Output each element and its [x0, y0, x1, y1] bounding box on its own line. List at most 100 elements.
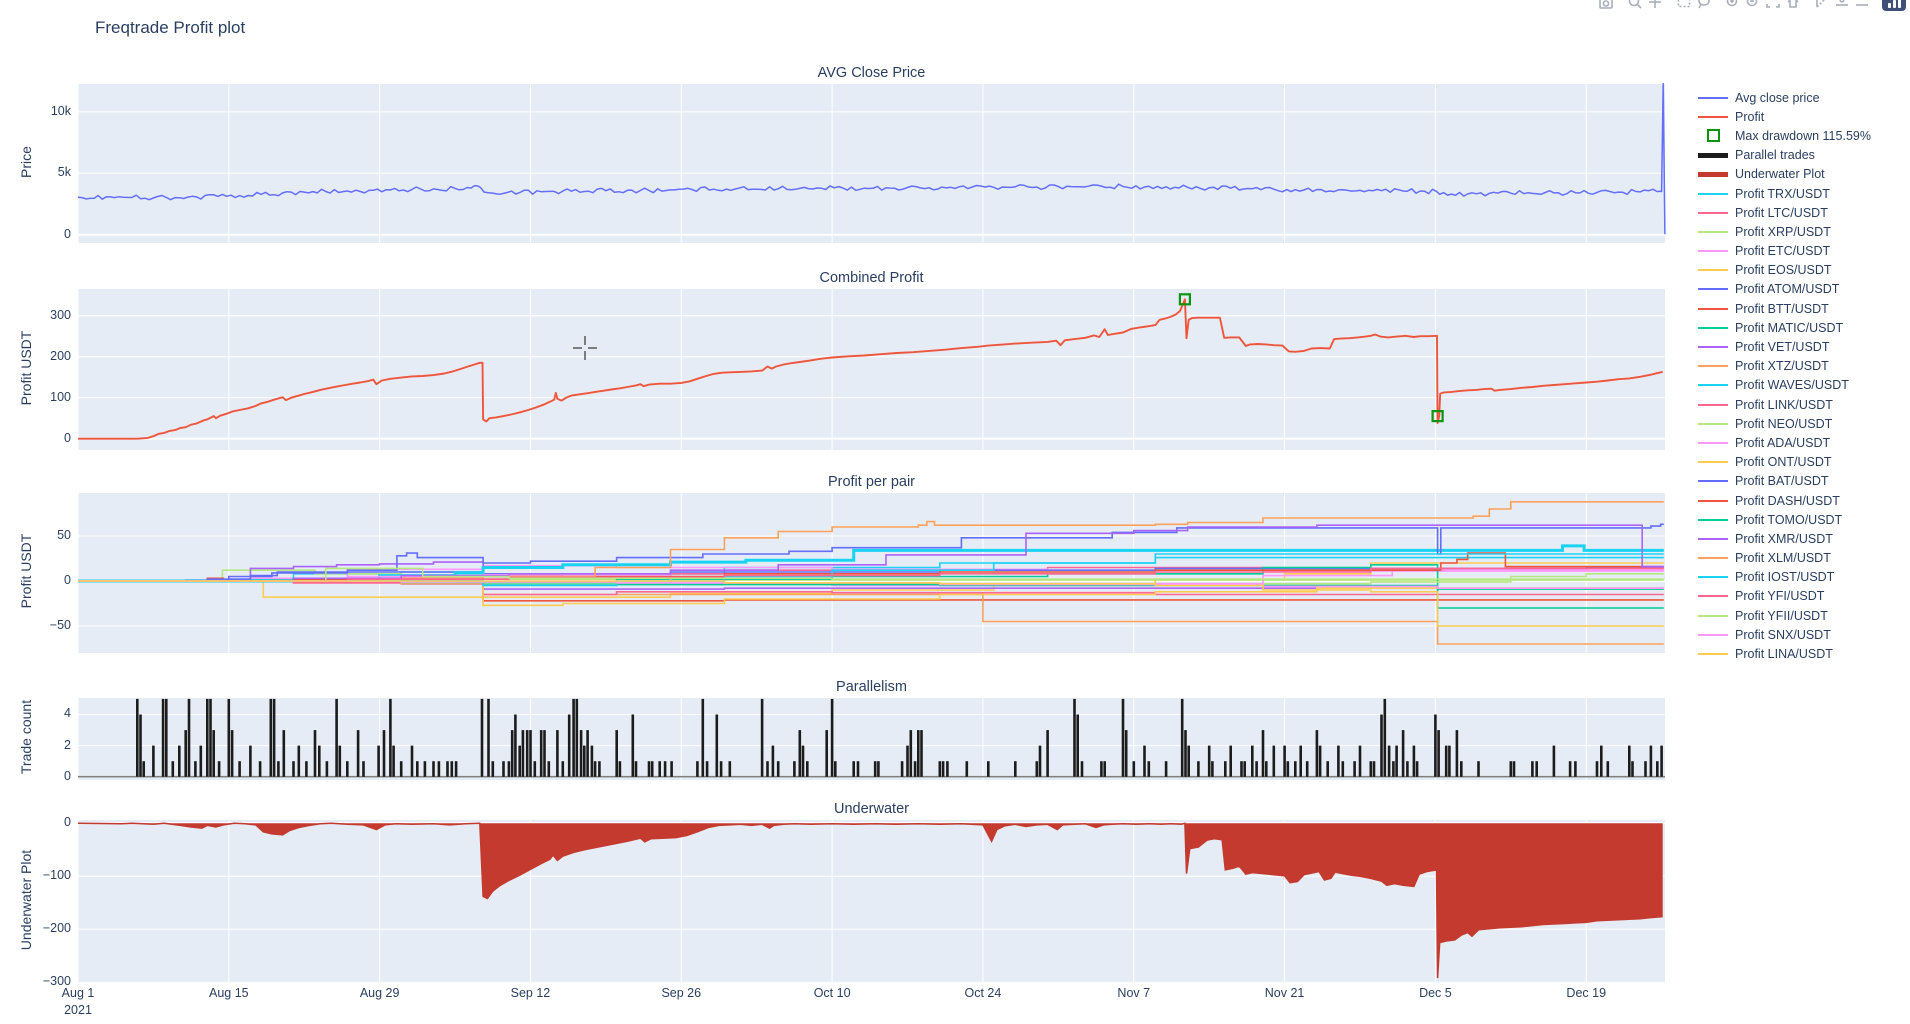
x-tick-label: Oct 24: [964, 986, 1002, 1000]
avg_close_price-plot-area[interactable]: [78, 84, 1665, 243]
legend-item-profit-tomo-usdt[interactable]: Profit TOMO/USDT: [1698, 510, 1908, 529]
legend-item-label: Profit LTC/USDT: [1735, 205, 1828, 220]
legend-line-icon: [1698, 499, 1728, 502]
parallelism-ytick: 0: [64, 768, 71, 783]
legend-line-icon: [1698, 557, 1728, 560]
avg_close_price-canvas[interactable]: [77, 82, 1666, 243]
toggle-spikelines-icon[interactable]: [1812, 0, 1832, 12]
parallelism-ytick: 2: [64, 737, 71, 752]
legend-item-label: Profit EOS/USDT: [1735, 263, 1832, 278]
legend-item-profit-ada-usdt[interactable]: Profit ADA/USDT: [1698, 433, 1908, 452]
legend-item-label: Profit VET/USDT: [1735, 340, 1830, 355]
legend-line-icon: [1698, 422, 1728, 425]
legend-item-profit-yfi-usdt[interactable]: Profit YFI/USDT: [1698, 587, 1908, 606]
legend-item-profit-bat-usdt[interactable]: Profit BAT/USDT: [1698, 472, 1908, 491]
plotly-modebar: [1587, 0, 1906, 13]
legend-line-icon: [1698, 230, 1728, 233]
legend-item-profit-matic-usdt[interactable]: Profit MATIC/USDT: [1698, 318, 1908, 337]
mouse-cursor-crosshair: [573, 336, 597, 360]
profit_per_pair-ytick: 0: [64, 573, 71, 587]
x-tick-label: Aug 15: [209, 986, 249, 1000]
camera-icon[interactable]: [1596, 0, 1616, 12]
legend-item-label: Profit YFI/USDT: [1735, 589, 1825, 604]
x-tick-label: Dec 5: [1419, 986, 1452, 1000]
underwater-ytick: 0: [64, 815, 71, 830]
pan-icon[interactable]: [1645, 0, 1665, 12]
legend-line-icon: [1698, 307, 1728, 310]
combined_profit-ytick: 300: [50, 307, 71, 322]
legend-item-label: Profit XMR/USDT: [1735, 531, 1833, 546]
legend-item-profit-btt-usdt[interactable]: Profit BTT/USDT: [1698, 299, 1908, 318]
legend-item-label: Profit XLM/USDT: [1735, 551, 1831, 566]
avg_close_price-ytick: 10k: [50, 103, 71, 118]
underwater-ylabel: Underwater Plot: [18, 849, 34, 950]
legend-item-profit-etc-usdt[interactable]: Profit ETC/USDT: [1698, 242, 1908, 261]
profit_per_pair-canvas[interactable]: [77, 493, 1665, 653]
parallelism-plot-area[interactable]: [78, 698, 1665, 780]
legend-item-profit-yfii-usdt[interactable]: Profit YFII/USDT: [1698, 606, 1908, 625]
legend-item-label: Profit WAVES/USDT: [1735, 378, 1849, 393]
underwater-title: Underwater: [834, 801, 909, 817]
legend-item-profit-xrp-usdt[interactable]: Profit XRP/USDT: [1698, 222, 1908, 241]
legend-item-profit-lina-usdt[interactable]: Profit LINA/USDT: [1698, 644, 1908, 663]
legend-item-label: Profit BTT/USDT: [1735, 301, 1829, 316]
x-tick-label: Aug 29: [359, 986, 400, 1000]
legend-item-max-drawdown-115-59-[interactable]: Max drawdown 115.59%: [1698, 126, 1908, 145]
x-tick-label: Nov 21: [1264, 986, 1305, 1000]
underwater-canvas[interactable]: [77, 820, 1665, 983]
legend-item-label: Profit DASH/USDT: [1735, 493, 1840, 508]
legend-item-label: Profit MATIC/USDT: [1735, 320, 1844, 335]
legend-item-label: Profit IOST/USDT: [1735, 570, 1835, 585]
legend-item-profit-atom-usdt[interactable]: Profit ATOM/USDT: [1698, 280, 1908, 299]
autoscale-icon[interactable]: [1763, 0, 1783, 12]
combined_profit-ytick: 200: [50, 348, 71, 363]
legend-item-label: Parallel trades: [1735, 148, 1815, 163]
legend-item-profit-waves-usdt[interactable]: Profit WAVES/USDT: [1698, 376, 1908, 395]
legend-line-icon: [1698, 326, 1728, 329]
legend: Avg close price Profit Max drawdown 115.59…: [1698, 88, 1908, 664]
legend-item-label: Avg close price: [1735, 90, 1820, 105]
legend-item-parallel-trades[interactable]: Parallel trades: [1698, 146, 1908, 165]
legend-line-icon: [1698, 365, 1728, 368]
legend-item-profit-xtz-usdt[interactable]: Profit XTZ/USDT: [1698, 357, 1908, 376]
profit_per_pair-ytick: −50: [49, 618, 71, 632]
legend-item-profit-neo-usdt[interactable]: Profit NEO/USDT: [1698, 414, 1908, 433]
hover-closest-icon[interactable]: [1832, 0, 1852, 12]
legend-line-icon: [1698, 346, 1728, 349]
legend-item-avg-close-price[interactable]: Avg close price: [1698, 88, 1908, 107]
combined_profit-title: Combined Profit: [819, 270, 924, 286]
plotly-logo[interactable]: [1882, 0, 1906, 11]
legend-line-icon: [1698, 576, 1728, 579]
x-tick-label: Sep 12: [510, 986, 551, 1000]
profit_per_pair-title: Profit per pair: [827, 474, 916, 490]
parallelism-canvas[interactable]: [77, 698, 1665, 780]
legend-item-profit-xlm-usdt[interactable]: Profit XLM/USDT: [1698, 549, 1908, 568]
legend-item-profit[interactable]: Profit: [1698, 107, 1908, 126]
legend-item-underwater-plot[interactable]: Underwater Plot: [1698, 165, 1908, 184]
legend-item-profit-xmr-usdt[interactable]: Profit XMR/USDT: [1698, 529, 1908, 548]
combined_profit-canvas[interactable]: [77, 289, 1665, 450]
underwater-ytick: −200: [42, 921, 71, 936]
hover-compare-icon[interactable]: [1852, 0, 1872, 12]
legend-item-label: Profit BAT/USDT: [1735, 474, 1829, 489]
legend-item-label: Profit TRX/USDT: [1735, 186, 1830, 201]
box-select-icon[interactable]: [1674, 0, 1694, 12]
legend-line-icon: [1698, 537, 1728, 540]
legend-item-profit-link-usdt[interactable]: Profit LINK/USDT: [1698, 395, 1908, 414]
legend-item-profit-ont-usdt[interactable]: Profit ONT/USDT: [1698, 453, 1908, 472]
legend-item-profit-dash-usdt[interactable]: Profit DASH/USDT: [1698, 491, 1908, 510]
avg_close_price-ytick: 0: [64, 226, 71, 241]
legend-item-profit-iost-usdt[interactable]: Profit IOST/USDT: [1698, 568, 1908, 587]
legend-item-profit-eos-usdt[interactable]: Profit EOS/USDT: [1698, 261, 1908, 280]
zoom-in-icon[interactable]: [1723, 0, 1743, 12]
zoom-icon[interactable]: [1625, 0, 1645, 12]
legend-item-profit-vet-usdt[interactable]: Profit VET/USDT: [1698, 337, 1908, 356]
reset-axes-icon[interactable]: [1783, 0, 1803, 12]
zoom-out-icon[interactable]: [1743, 0, 1763, 12]
avg_close_price-title: AVG Close Price: [817, 65, 926, 81]
legend-item-profit-trx-usdt[interactable]: Profit TRX/USDT: [1698, 184, 1908, 203]
x-tick-label: Nov 7: [1117, 986, 1151, 1000]
legend-item-profit-ltc-usdt[interactable]: Profit LTC/USDT: [1698, 203, 1908, 222]
legend-item-profit-snx-usdt[interactable]: Profit SNX/USDT: [1698, 625, 1908, 644]
lasso-icon[interactable]: [1694, 0, 1714, 12]
